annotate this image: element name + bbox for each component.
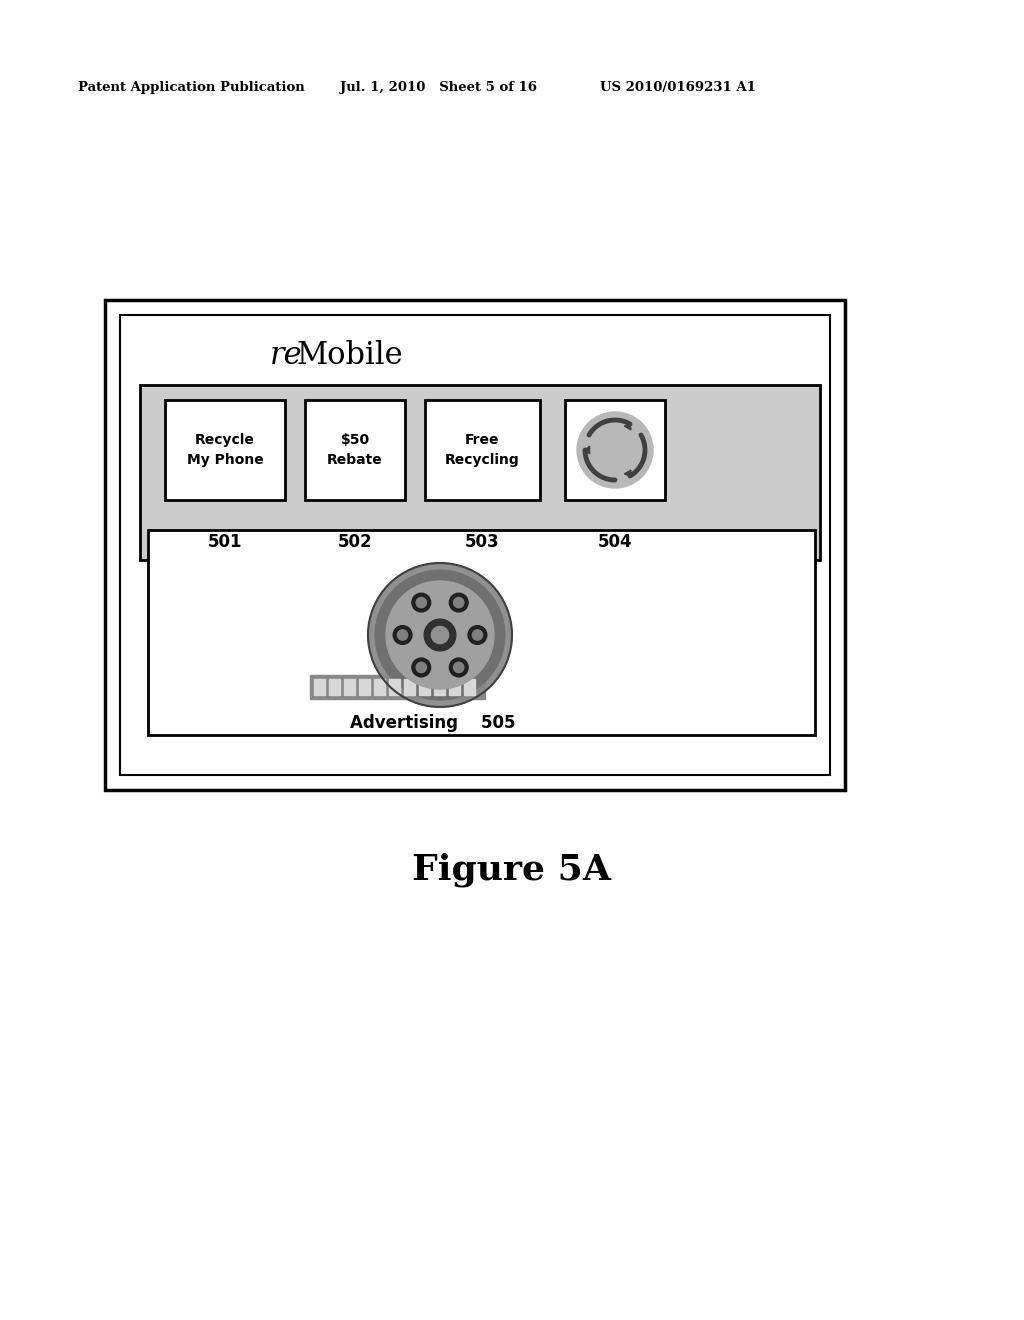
Bar xyxy=(105,300,845,789)
Circle shape xyxy=(412,593,431,612)
Circle shape xyxy=(368,564,512,708)
Bar xyxy=(165,400,285,500)
Bar xyxy=(404,678,415,696)
Bar xyxy=(419,678,430,696)
Circle shape xyxy=(416,663,426,673)
Text: 501: 501 xyxy=(208,533,243,550)
Bar xyxy=(305,400,406,500)
Polygon shape xyxy=(625,470,631,477)
Circle shape xyxy=(393,626,412,644)
Bar xyxy=(374,678,385,696)
Bar xyxy=(389,678,400,696)
Circle shape xyxy=(472,630,482,640)
Circle shape xyxy=(397,630,408,640)
Bar xyxy=(314,678,325,696)
Text: Patent Application Publication: Patent Application Publication xyxy=(78,82,305,95)
Circle shape xyxy=(468,626,486,644)
Circle shape xyxy=(454,598,464,607)
Bar xyxy=(310,675,485,700)
Polygon shape xyxy=(625,424,631,430)
Text: Figure 5A: Figure 5A xyxy=(413,853,611,887)
Text: 502: 502 xyxy=(338,533,373,550)
Bar xyxy=(565,400,665,500)
Circle shape xyxy=(450,593,468,612)
Circle shape xyxy=(412,659,431,677)
Circle shape xyxy=(375,570,505,700)
Bar xyxy=(449,678,460,696)
Text: Jul. 1, 2010   Sheet 5 of 16: Jul. 1, 2010 Sheet 5 of 16 xyxy=(340,82,537,95)
Polygon shape xyxy=(585,446,590,454)
Circle shape xyxy=(416,598,426,607)
Text: re: re xyxy=(270,339,303,371)
Text: $50
Rebate: $50 Rebate xyxy=(327,433,383,467)
Circle shape xyxy=(577,412,653,488)
Bar xyxy=(148,531,815,735)
Bar xyxy=(425,400,540,500)
Bar xyxy=(464,678,475,696)
Text: Recycle
My Phone: Recycle My Phone xyxy=(186,433,263,467)
Bar xyxy=(359,678,370,696)
Text: 503: 503 xyxy=(465,533,500,550)
Bar xyxy=(140,385,820,560)
Bar xyxy=(120,315,830,775)
Text: Free
Recycling: Free Recycling xyxy=(445,433,520,467)
Text: Advertising    505: Advertising 505 xyxy=(350,714,515,733)
Text: 504: 504 xyxy=(598,533,632,550)
Circle shape xyxy=(431,627,449,644)
Bar xyxy=(344,678,355,696)
Bar xyxy=(329,678,340,696)
Bar xyxy=(434,678,445,696)
Text: Mobile: Mobile xyxy=(296,339,402,371)
Circle shape xyxy=(454,663,464,673)
Circle shape xyxy=(450,659,468,677)
Circle shape xyxy=(424,619,456,651)
Text: US 2010/0169231 A1: US 2010/0169231 A1 xyxy=(600,82,756,95)
Circle shape xyxy=(386,581,494,689)
